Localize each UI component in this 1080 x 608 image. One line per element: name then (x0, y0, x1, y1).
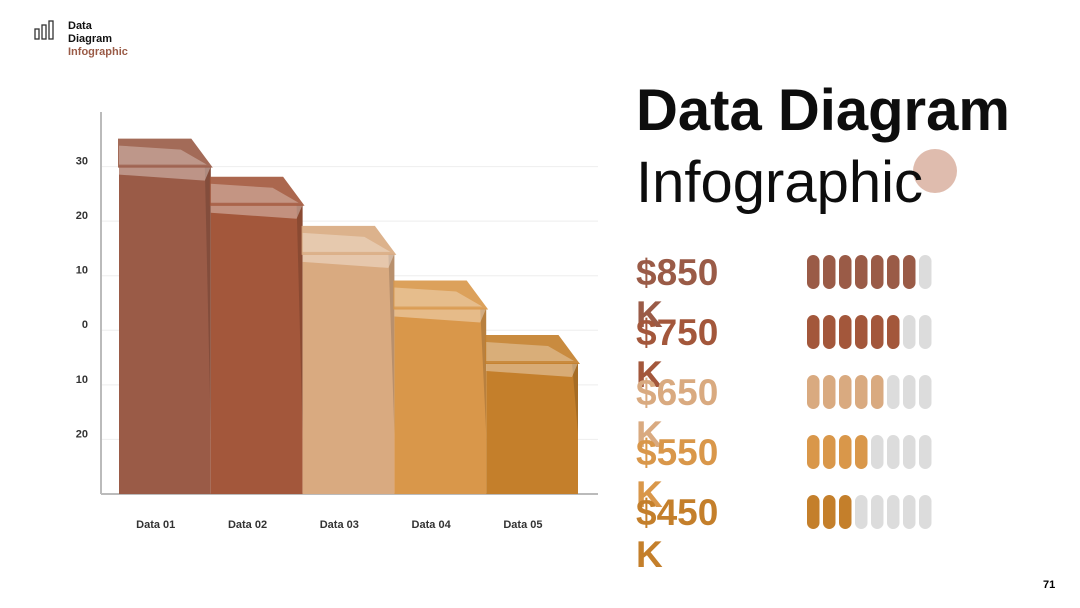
pill (823, 375, 836, 409)
pill (855, 495, 868, 529)
pill (807, 315, 820, 349)
header-line: Diagram (68, 33, 113, 45)
pill (839, 255, 852, 289)
x-tick-label: Data 02 (228, 519, 267, 531)
pill (855, 435, 868, 469)
header-line: Data (68, 20, 92, 32)
bar-shade (480, 308, 487, 434)
item-label: $650 K (636, 372, 719, 455)
pill (887, 435, 900, 469)
pill (919, 435, 932, 469)
pill (903, 315, 916, 349)
bar-cap-light (486, 342, 574, 362)
pill (887, 495, 900, 529)
pill (919, 495, 932, 529)
pill (839, 495, 852, 529)
pill (855, 375, 868, 409)
bar-cap-light (394, 287, 483, 307)
bar-cap (301, 225, 397, 255)
pill (871, 495, 884, 529)
bar-cap (118, 138, 213, 168)
bar (394, 308, 487, 494)
pill (871, 315, 884, 349)
pill (887, 315, 900, 349)
bar-cap-light (210, 183, 299, 203)
bar-shade (572, 363, 578, 434)
bar-cap (209, 176, 305, 206)
bar-cap-light (119, 145, 207, 165)
y-tick-label: 0 (82, 319, 88, 331)
y-tick-label: 30 (76, 155, 88, 167)
pill (807, 375, 820, 409)
pill (903, 435, 916, 469)
pill (839, 435, 852, 469)
page-number: 71 (1043, 579, 1056, 591)
x-tick-label: Data 03 (320, 519, 359, 531)
pill (823, 255, 836, 289)
pill (807, 495, 820, 529)
bar-cap (393, 280, 489, 310)
pill (903, 495, 916, 529)
pill (871, 375, 884, 409)
x-tick-label: Data 05 (503, 519, 542, 531)
bar (210, 204, 303, 494)
bar-shade (296, 204, 303, 434)
pill (807, 435, 820, 469)
pill (887, 375, 900, 409)
item-label: $550 K (636, 432, 719, 515)
y-tick-label: 10 (76, 265, 88, 277)
pill (919, 375, 932, 409)
pill (887, 255, 900, 289)
pill (823, 495, 836, 529)
y-tick-label: 20 (76, 428, 88, 440)
pill (871, 435, 884, 469)
pill (871, 255, 884, 289)
pill (839, 375, 852, 409)
pill (855, 315, 868, 349)
bar-shade (204, 166, 211, 435)
bar-highlight (486, 363, 578, 378)
y-tick-label: 20 (76, 210, 88, 222)
subtitle: Infographic (636, 150, 923, 215)
bar-highlight (210, 204, 303, 219)
pill (903, 375, 916, 409)
decor-circle (913, 149, 957, 193)
pill (807, 255, 820, 289)
x-tick-label: Data 04 (412, 519, 452, 531)
bar (119, 166, 211, 495)
bar-cap-light (302, 232, 391, 252)
pill (903, 255, 916, 289)
bar-shade (388, 253, 395, 434)
bar-cap (485, 335, 580, 365)
bar-highlight (394, 308, 487, 323)
bar (486, 363, 578, 494)
y-tick-label: 10 (76, 374, 88, 386)
x-tick-label: Data 01 (136, 519, 175, 531)
bar-highlight (302, 253, 395, 268)
pill (839, 315, 852, 349)
item-label: $850 K (636, 252, 719, 335)
header-line: Infographic (68, 46, 128, 58)
bar (302, 253, 395, 494)
pill (855, 255, 868, 289)
item-label: $450 K (636, 492, 719, 575)
bar-highlight (119, 166, 211, 181)
pill (823, 315, 836, 349)
item-label: $750 K (636, 312, 719, 395)
pill (919, 255, 932, 289)
logo-icon (34, 20, 54, 40)
pill (919, 315, 932, 349)
title: Data Diagram (636, 78, 1010, 143)
pill (823, 435, 836, 469)
